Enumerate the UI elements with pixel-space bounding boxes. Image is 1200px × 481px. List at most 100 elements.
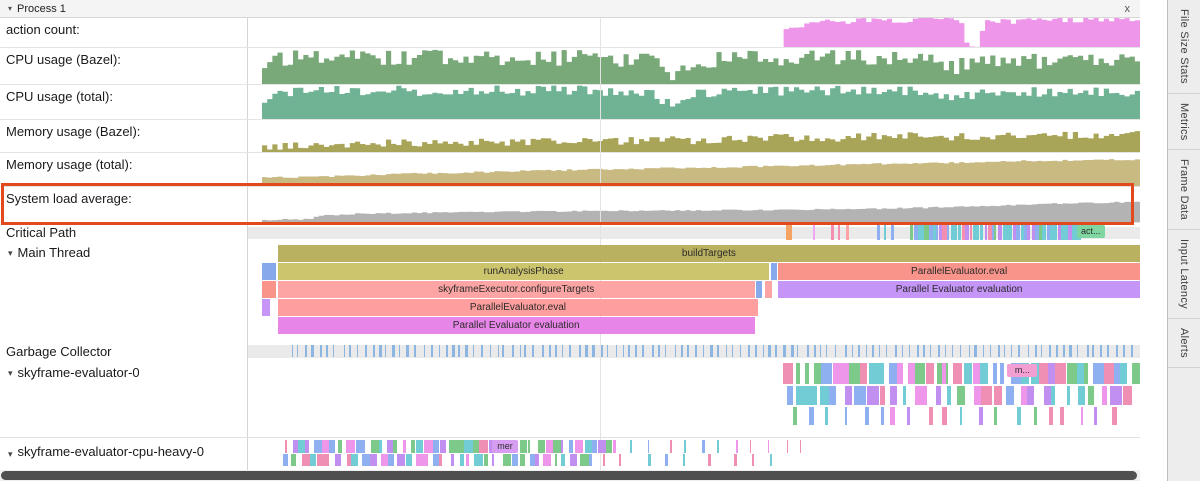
flame-slice[interactable] [262, 299, 270, 316]
trace-event-block[interactable] [942, 407, 947, 425]
trace-event-block[interactable] [532, 345, 535, 357]
trace-event-block[interactable] [1048, 407, 1053, 425]
trace-event-block[interactable] [994, 225, 997, 240]
trace-event-block[interactable] [820, 386, 830, 405]
trace-event-block[interactable] [373, 345, 375, 357]
trace-event-block[interactable] [929, 345, 932, 357]
trace-event-block[interactable] [464, 440, 473, 453]
track-plot-cpu-total[interactable] [248, 85, 1140, 119]
trace-event-block[interactable] [889, 386, 898, 405]
trace-event-block[interactable] [796, 363, 800, 384]
trace-event-block[interactable] [305, 345, 308, 357]
trace-event-block[interactable] [897, 363, 903, 384]
trace-event-block[interactable] [1057, 225, 1062, 240]
trace-event-block[interactable] [717, 440, 720, 453]
trace-event-block[interactable] [282, 454, 289, 466]
flame-slice[interactable]: Parallel Evaluator evaluation [277, 317, 755, 334]
trace-event-block[interactable] [939, 225, 944, 240]
trace-event-block[interactable] [298, 440, 308, 453]
trace-event-block[interactable] [947, 386, 951, 405]
trace-event-block[interactable] [1008, 225, 1013, 240]
trace-event-block[interactable] [890, 225, 894, 240]
trace-event-block[interactable] [937, 345, 940, 357]
trace-event-block[interactable] [1010, 345, 1012, 357]
trace-event-block[interactable] [333, 345, 335, 357]
trace-event-block[interactable] [314, 440, 324, 453]
trace-event-block[interactable] [889, 363, 899, 384]
trace-event-block[interactable] [325, 454, 329, 466]
trace-event-block[interactable] [379, 345, 382, 357]
trace-event-block[interactable] [922, 386, 926, 405]
trace-event-block[interactable] [411, 440, 416, 453]
expander-icon[interactable]: ▾ [8, 368, 13, 378]
trace-event-block[interactable] [1061, 225, 1066, 240]
trace-event-block[interactable] [511, 454, 519, 466]
trace-event-block[interactable] [438, 454, 442, 466]
trace-event-block[interactable] [1020, 386, 1028, 405]
trace-event-block[interactable] [768, 345, 771, 357]
trace-event-block[interactable] [959, 345, 962, 357]
trace-event-block[interactable] [361, 454, 371, 466]
trace-event-block[interactable] [585, 440, 594, 453]
trace-event-block[interactable] [1021, 225, 1025, 240]
trace-event-block[interactable] [880, 386, 885, 405]
trace-event-block[interactable] [615, 345, 617, 357]
trace-event-block[interactable] [890, 407, 895, 425]
trace-event-block[interactable] [1086, 345, 1089, 357]
trace-event-block[interactable] [860, 363, 868, 384]
trace-event-block[interactable] [963, 363, 972, 384]
trace-event-block[interactable] [980, 363, 988, 384]
trace-event-block[interactable] [403, 440, 407, 453]
trace-event-block[interactable] [793, 407, 797, 425]
trace-event-block[interactable] [1065, 225, 1069, 240]
flame-slice[interactable] [771, 263, 777, 280]
trace-event-block[interactable] [878, 345, 880, 357]
trace-event-block[interactable] [351, 454, 359, 466]
trace-event-block[interactable] [1044, 386, 1052, 405]
trace-event-block[interactable] [392, 440, 397, 453]
trace-event-block[interactable] [322, 440, 330, 453]
trace-event-block[interactable] [618, 454, 621, 466]
trace-event-block[interactable] [1040, 345, 1042, 357]
trace-event-block[interactable] [1046, 225, 1051, 240]
trace-event-block[interactable] [981, 386, 993, 405]
trace-event-block[interactable] [415, 440, 424, 453]
trace-event-block[interactable] [680, 345, 684, 357]
trace-event-block[interactable] [296, 345, 299, 357]
trace-event-block[interactable] [337, 440, 343, 453]
trace-event-block[interactable] [1119, 363, 1128, 384]
event-chip[interactable]: m... [1007, 364, 1038, 377]
trace-event-block[interactable] [520, 454, 526, 466]
trace-event-block[interactable] [902, 386, 907, 405]
trace-event-block[interactable] [1077, 345, 1079, 357]
trace-event-block[interactable] [1016, 407, 1021, 425]
trace-event-block[interactable] [942, 363, 946, 384]
trace-event-block[interactable] [1002, 225, 1007, 240]
trace-event-block[interactable] [1003, 345, 1006, 357]
trace-event-block[interactable] [1063, 345, 1066, 357]
trace-event-block[interactable] [865, 345, 868, 357]
trace-event-block[interactable] [979, 407, 983, 425]
trace-event-block[interactable] [1027, 225, 1031, 240]
scrollbar-thumb[interactable] [1, 471, 1137, 480]
event-chip[interactable]: mer [492, 440, 519, 453]
trace-event-block[interactable] [578, 345, 581, 357]
flame-chart-main-thread[interactable]: buildTargets runAnalysisPhase ParallelEval… [248, 243, 1140, 342]
trace-event-block[interactable] [921, 225, 926, 240]
trace-event-block[interactable] [665, 345, 667, 357]
tab-alerts[interactable]: Alerts [1168, 319, 1200, 369]
trace-event-block[interactable] [880, 407, 885, 425]
trace-event-block[interactable] [399, 345, 401, 357]
trace-event-block[interactable] [480, 345, 483, 357]
trace-event-block[interactable] [844, 407, 847, 425]
trace-event-block[interactable] [1023, 225, 1028, 240]
trace-event-block[interactable] [422, 454, 428, 466]
trace-event-block[interactable] [951, 345, 954, 357]
trace-event-block[interactable] [763, 345, 765, 357]
flame-slice[interactable]: ParallelEvaluator.eval [277, 299, 759, 316]
trace-event-block[interactable] [479, 440, 489, 453]
trace-event-block[interactable] [1067, 225, 1072, 240]
trace-event-block[interactable] [1116, 345, 1118, 357]
track-plot-cpu-bazel[interactable] [248, 48, 1140, 84]
trace-event-block[interactable] [580, 454, 590, 466]
